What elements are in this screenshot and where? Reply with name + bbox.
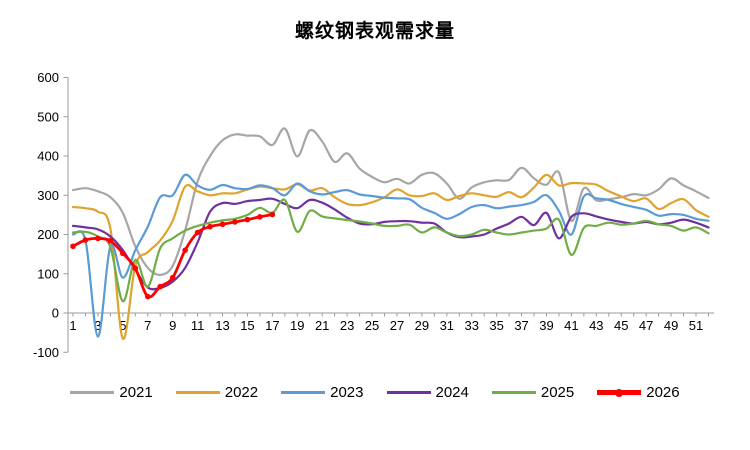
data-point-marker-2026 xyxy=(132,265,139,272)
legend-item-2025: 2025 xyxy=(491,384,575,401)
x-tick-label: 13 xyxy=(215,318,229,333)
chart-title: 螺纹钢表观需求量 xyxy=(294,21,455,42)
x-tick-label: 11 xyxy=(191,318,205,333)
x-tick-label: 51 xyxy=(689,318,703,333)
x-tick-label: 39 xyxy=(539,318,553,333)
series-line-2022 xyxy=(71,173,710,340)
series-line-2023 xyxy=(71,173,710,338)
data-point-marker-2026 xyxy=(95,235,101,242)
x-tick-label: 27 xyxy=(390,318,404,333)
y-tick-label: 600 xyxy=(37,70,59,85)
x-tick-label: 9 xyxy=(169,318,176,333)
x-tick-label: 43 xyxy=(589,318,603,333)
y-tick-label: 200 xyxy=(37,227,59,242)
x-tick-label: 17 xyxy=(265,318,279,333)
y-tick-label: 300 xyxy=(37,188,59,203)
data-point-marker-2026 xyxy=(182,247,188,253)
legend-marker-dot xyxy=(615,388,624,397)
y-tick-label: 100 xyxy=(37,266,59,281)
series-line-2021 xyxy=(71,127,710,277)
x-tick-label: 7 xyxy=(144,318,151,333)
data-point-marker-2026 xyxy=(207,223,213,230)
x-tick-label: 49 xyxy=(664,318,678,333)
legend-line-swatch xyxy=(281,390,326,395)
x-tick-label: 5 xyxy=(119,318,126,333)
series-line-2024 xyxy=(71,197,710,291)
legend-line-swatch xyxy=(386,390,431,395)
x-tick-label: 35 xyxy=(489,318,503,333)
data-point-marker-2026 xyxy=(157,283,164,290)
x-tick-label: 45 xyxy=(614,318,628,333)
x-tick-label: 29 xyxy=(415,318,429,333)
x-tick-label: 3 xyxy=(94,318,101,333)
data-point-marker-2026 xyxy=(232,219,238,225)
x-tick-label: 15 xyxy=(240,318,254,333)
data-point-marker-2026 xyxy=(107,237,114,244)
x-tick-label: 19 xyxy=(290,318,304,333)
legend-line-swatch xyxy=(597,388,642,397)
x-tick-label: 47 xyxy=(639,318,653,333)
legend-line-swatch xyxy=(70,390,115,395)
data-point-marker-2026 xyxy=(120,250,126,257)
x-tick-label: 23 xyxy=(340,318,354,333)
data-point-marker-2026 xyxy=(144,293,151,300)
data-point-marker-2026 xyxy=(257,214,263,220)
x-tick-label: 21 xyxy=(315,318,329,333)
series-line-2026 xyxy=(71,213,274,299)
legend: 2021 2022 2023 2024 2025 2026 xyxy=(0,384,750,401)
x-tick-label: 33 xyxy=(464,318,478,333)
legend-label: 2022 xyxy=(224,384,259,401)
legend-label: 2024 xyxy=(435,384,469,401)
legend-label: 2025 xyxy=(540,384,575,401)
data-point-marker-2026 xyxy=(169,274,176,281)
legend-line-swatch xyxy=(491,390,536,395)
legend-item-2023: 2023 xyxy=(281,384,364,401)
y-tick-label: 400 xyxy=(37,149,59,164)
series-line-2025 xyxy=(71,198,710,303)
legend-item-2024: 2024 xyxy=(386,384,469,401)
x-tick-label: 31 xyxy=(440,318,454,333)
legend-label: 2023 xyxy=(330,384,364,401)
data-point-marker-2026 xyxy=(269,211,276,218)
legend-label: 2021 xyxy=(119,384,153,401)
x-tick-label: 25 xyxy=(365,318,379,333)
legend-item-2022: 2022 xyxy=(175,384,259,401)
legend-item-2026: 2026 xyxy=(597,384,680,401)
legend-label: 2026 xyxy=(646,384,680,401)
x-tick-label: 1 xyxy=(69,318,76,333)
y-tick-label: 0 xyxy=(52,306,59,321)
data-point-marker-2026 xyxy=(70,243,76,250)
data-point-marker-2026 xyxy=(244,216,251,223)
y-tick-label: 500 xyxy=(37,109,59,124)
x-tick-label: 37 xyxy=(514,318,528,333)
data-point-marker-2026 xyxy=(219,221,226,228)
legend-item-2021: 2021 xyxy=(70,384,153,401)
legend-line-swatch xyxy=(175,390,220,395)
y-tick-label: -100 xyxy=(33,345,59,360)
data-point-marker-2026 xyxy=(194,229,201,236)
x-tick-label: 41 xyxy=(564,318,578,333)
data-point-marker-2026 xyxy=(82,237,89,243)
